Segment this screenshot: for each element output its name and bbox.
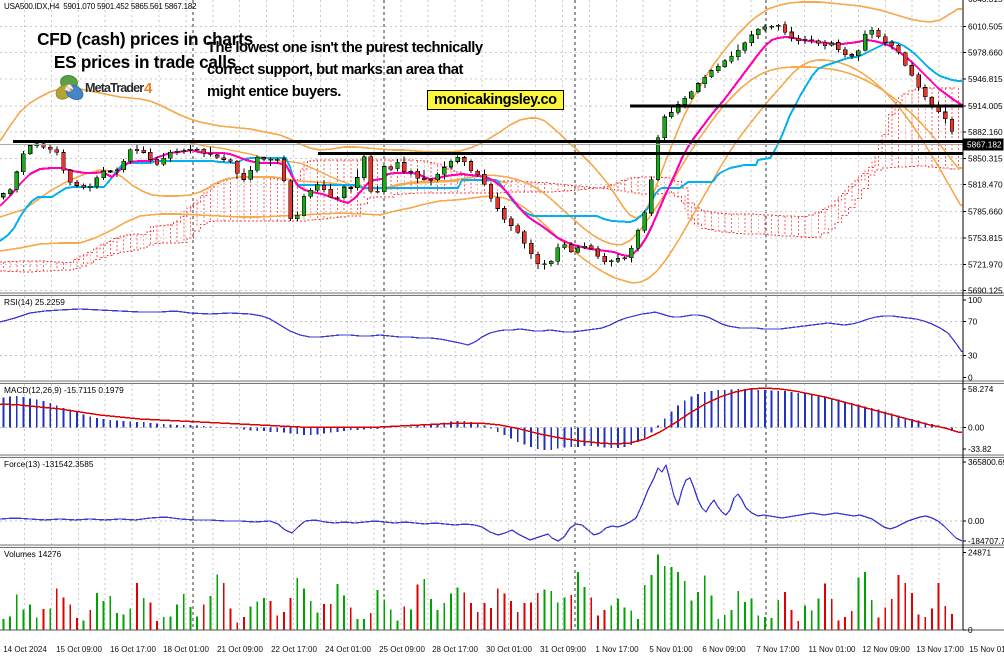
svg-text:5867.182: 5867.182 — [967, 140, 1002, 150]
svg-text:0.00: 0.00 — [968, 516, 985, 526]
svg-text:30: 30 — [968, 351, 978, 361]
svg-text:24871: 24871 — [968, 548, 991, 558]
svg-text:0: 0 — [968, 373, 973, 383]
svg-text:Force(13) -131542.3585: Force(13) -131542.3585 — [4, 459, 94, 469]
svg-text:6 Nov 09:00: 6 Nov 09:00 — [702, 645, 746, 654]
svg-text:100: 100 — [968, 295, 982, 305]
svg-text:6010.505: 6010.505 — [968, 21, 1003, 31]
svg-text:365800.693: 365800.693 — [968, 457, 1004, 467]
svg-text:7 Nov 17:00: 7 Nov 17:00 — [756, 645, 800, 654]
svg-text:0.00: 0.00 — [968, 422, 985, 432]
svg-text:14 Oct 2024: 14 Oct 2024 — [3, 645, 47, 654]
svg-text:Volumes 14276: Volumes 14276 — [4, 549, 62, 559]
svg-text:0: 0 — [968, 625, 973, 635]
svg-text:15 Oct 09:00: 15 Oct 09:00 — [56, 645, 102, 654]
svg-text:70: 70 — [968, 317, 978, 327]
svg-text:13 Nov 17:00: 13 Nov 17:00 — [916, 645, 964, 654]
svg-text:-33.82: -33.82 — [968, 444, 992, 454]
svg-text:58.274: 58.274 — [968, 384, 994, 394]
svg-text:21 Oct 09:00: 21 Oct 09:00 — [217, 645, 263, 654]
svg-text:5946.815: 5946.815 — [968, 74, 1003, 84]
svg-text:25 Oct 09:00: 25 Oct 09:00 — [379, 645, 425, 654]
svg-text:MACD(12,26,9) -15.7115 0.1979: MACD(12,26,9) -15.7115 0.1979 — [4, 385, 124, 395]
svg-text:31 Oct 09:00: 31 Oct 09:00 — [540, 645, 586, 654]
svg-text:5721.970: 5721.970 — [968, 259, 1003, 269]
svg-text:RSI(14) 25.2259: RSI(14) 25.2259 — [4, 297, 65, 307]
svg-text:5 Nov 01:00: 5 Nov 01:00 — [649, 645, 693, 654]
svg-text:5914.005: 5914.005 — [968, 101, 1003, 111]
svg-text:MetaTrader: MetaTrader — [85, 81, 144, 95]
svg-text:5882.160: 5882.160 — [968, 127, 1003, 137]
svg-text:12 Nov 09:00: 12 Nov 09:00 — [862, 645, 910, 654]
svg-text:5818.470: 5818.470 — [968, 180, 1003, 190]
svg-text:5850.315: 5850.315 — [968, 153, 1003, 163]
svg-text:22 Oct 17:00: 22 Oct 17:00 — [271, 645, 317, 654]
svg-text:-184707.78: -184707.78 — [968, 536, 1004, 546]
svg-text:5753.815: 5753.815 — [968, 233, 1003, 243]
svg-text:5978.660: 5978.660 — [968, 48, 1003, 58]
svg-text:15 Nov 01:00: 15 Nov 01:00 — [969, 645, 1004, 654]
svg-text:28 Oct 17:00: 28 Oct 17:00 — [432, 645, 478, 654]
svg-text:24 Oct 01:00: 24 Oct 01:00 — [325, 645, 371, 654]
svg-text:6043.315: 6043.315 — [968, 0, 1003, 4]
svg-text:11 Nov 01:00: 11 Nov 01:00 — [809, 645, 857, 654]
svg-text:18 Oct 01:00: 18 Oct 01:00 — [163, 645, 209, 654]
svg-text:16 Oct 17:00: 16 Oct 17:00 — [110, 645, 156, 654]
svg-text:1 Nov 17:00: 1 Nov 17:00 — [595, 645, 639, 654]
svg-text:30 Oct 01:00: 30 Oct 01:00 — [486, 645, 532, 654]
svg-text:5785.660: 5785.660 — [968, 207, 1003, 217]
svg-text:USA500.IDX,H4 5901.070 5901.4: USA500.IDX,H4 5901.070 5901.452 5865.561… — [4, 2, 197, 11]
svg-text:4: 4 — [144, 80, 153, 97]
svg-text:5690.125: 5690.125 — [968, 286, 1003, 296]
